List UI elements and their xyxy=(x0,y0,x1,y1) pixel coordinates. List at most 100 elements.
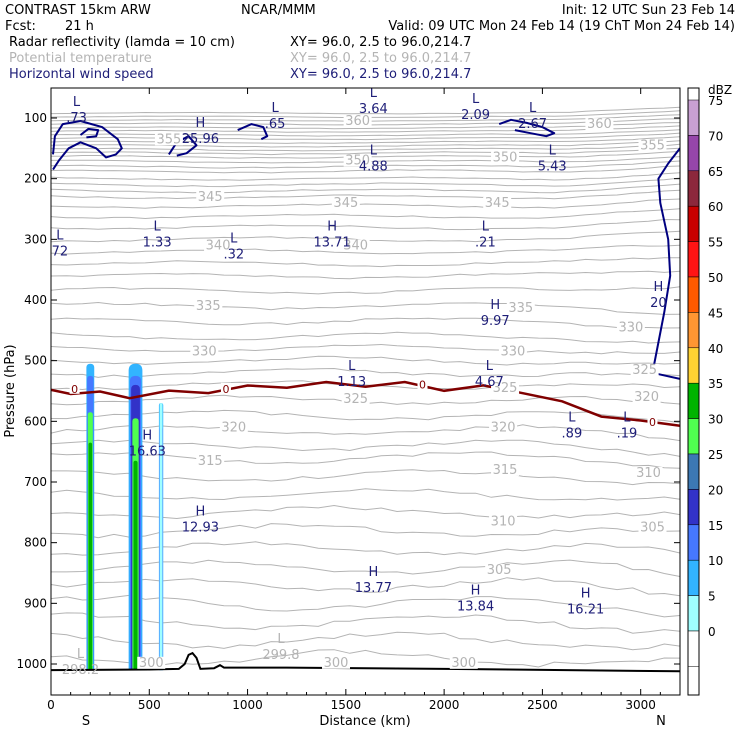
theta-label: 305 xyxy=(640,521,665,536)
wind-extremum-type: L xyxy=(56,228,64,243)
theta-label-bg xyxy=(204,239,233,252)
theta-label: 345 xyxy=(485,196,510,211)
y-tick-label: 1000 xyxy=(16,657,47,671)
wind-extremum-value: 299.8 xyxy=(262,648,299,663)
wind-contour xyxy=(79,127,100,139)
theta-label: 350 xyxy=(345,154,370,169)
wind-extremum-type: H xyxy=(653,280,663,295)
colorbar-swatch xyxy=(687,630,700,667)
y-tick-label: 900 xyxy=(24,596,47,610)
wind-extremum-type: L xyxy=(154,219,162,234)
theta-line xyxy=(51,244,680,255)
theta-line xyxy=(51,541,680,556)
colorbar-level-label: 5 xyxy=(708,590,716,604)
theta-label: 315 xyxy=(198,454,223,469)
theta-label: 350 xyxy=(493,150,518,165)
theta-label: 330 xyxy=(618,320,643,335)
fcst-value: 21 h xyxy=(65,19,94,34)
theta-label: 355 xyxy=(640,138,665,153)
colorbar-swatch xyxy=(687,418,700,455)
theta-contour-labels: 360 360 355 355 350 350 345 345 345 340 340 335 335 3… xyxy=(137,114,667,671)
wind-extremum-type: H xyxy=(490,298,500,313)
theta-line xyxy=(51,631,680,651)
theta-line xyxy=(51,577,680,597)
y-tick-label: 700 xyxy=(24,475,47,489)
wind-extremum-value: .65 xyxy=(265,117,286,132)
wind-extremum-type: H xyxy=(471,583,481,598)
theta-label: 305 xyxy=(487,563,512,578)
colorbar-swatch xyxy=(687,524,700,561)
wind-extremum-value: 20 xyxy=(650,296,667,311)
theta-line xyxy=(51,439,680,457)
model-name: CONTRAST 15km ARW xyxy=(5,3,151,18)
theta-line xyxy=(51,218,680,231)
theta-line xyxy=(51,198,680,209)
freezing-label-bg xyxy=(220,382,231,394)
theta-label-bg xyxy=(343,154,372,167)
theta-label-bg xyxy=(341,239,370,252)
colorbar-level-label: 0 xyxy=(708,625,716,639)
wind-extremum-value: 72 xyxy=(52,244,69,259)
x-tick-label: 1500 xyxy=(331,698,362,712)
wind-extremum-value: 25.96 xyxy=(182,132,219,147)
wind-extremum-value: 9.97 xyxy=(481,314,510,329)
wind-extremum-type: L xyxy=(486,359,494,374)
reflectivity-cell xyxy=(159,403,163,671)
theta-label: 355 xyxy=(157,132,182,147)
theta-label: 315 xyxy=(493,463,518,478)
theta-line xyxy=(51,355,680,366)
field-xy-reflectivity: XY= 96.0, 2.5 to 96.0,214.7 xyxy=(290,35,471,50)
theta-label-bg xyxy=(489,421,518,434)
theta-label-bg xyxy=(506,301,535,314)
y-tick-label: 400 xyxy=(24,293,47,307)
field-xy-theta: XY= 96.0, 2.5 to 96.0,214.7 xyxy=(290,51,471,66)
colorbar-swatch xyxy=(687,241,700,278)
wind-extremum-type: L xyxy=(623,410,631,425)
theta-line xyxy=(51,143,680,152)
wind-extremum-type: L xyxy=(529,101,537,116)
theta-line xyxy=(51,380,680,391)
wind-extremum-value: 16.21 xyxy=(567,602,604,617)
theta-label-bg xyxy=(638,139,667,152)
theta-label: 325 xyxy=(343,392,368,407)
theta-label: 340 xyxy=(206,238,231,253)
field-xy-wind: XY= 96.0, 2.5 to 96.0,214.7 xyxy=(290,67,471,82)
theta-line xyxy=(51,451,680,469)
wind-extremum-type: L xyxy=(348,359,356,374)
wind-extremum-type: L xyxy=(370,143,378,158)
theta-label-bg xyxy=(483,196,512,209)
theta-label-bg xyxy=(630,363,659,376)
theta-line xyxy=(51,559,680,577)
theta-line xyxy=(51,106,680,115)
wind-extremum-value: 2.09 xyxy=(461,108,490,123)
theta-label-bg xyxy=(343,115,372,128)
wind-extremum-type: H xyxy=(195,116,205,131)
theta-label: 345 xyxy=(333,196,358,211)
wind-extremum-value: 4.67 xyxy=(475,375,504,390)
colorbar-swatch xyxy=(687,135,700,172)
wind-contour xyxy=(498,118,556,138)
theta-label-bg xyxy=(491,463,520,476)
theta-label-bg xyxy=(331,196,360,209)
colorbar-level-label: 70 xyxy=(708,129,723,143)
x-axis-label: Distance (km) xyxy=(319,714,410,729)
wind-contour xyxy=(237,123,269,141)
freezing-label-bg xyxy=(417,378,428,390)
wind-extremum-type: H xyxy=(195,504,205,519)
x-tick-label: 2000 xyxy=(429,698,460,712)
theta-label-bg xyxy=(585,118,614,131)
wind-extremum-type: L xyxy=(549,143,557,158)
fcst-label: Fcst: xyxy=(5,19,36,34)
wind-extremum-value: 13.71 xyxy=(313,235,350,250)
wind-extremum-value: 13.84 xyxy=(457,599,494,614)
theta-line xyxy=(51,183,680,194)
wind-extremum-value: 3.64 xyxy=(359,102,388,117)
theta-label: 330 xyxy=(192,345,217,360)
theta-label-bg xyxy=(137,656,166,669)
theta-line xyxy=(51,125,680,133)
freezing-label: 0 xyxy=(222,383,229,396)
theta-label: 320 xyxy=(634,390,659,405)
theta-label: 330 xyxy=(501,345,526,360)
theta-label: 360 xyxy=(587,117,612,132)
